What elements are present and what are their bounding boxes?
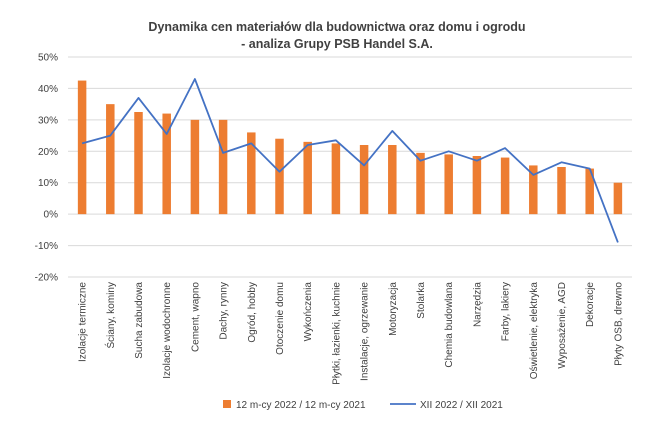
- y-tick-label: 50%: [38, 53, 58, 64]
- bar: [359, 145, 369, 215]
- line-path: [81, 78, 619, 243]
- x-tick-label: Płyty OSB, drewno: [613, 282, 624, 366]
- bar: [134, 112, 143, 215]
- x-tick-label: Narzędzia: [472, 282, 483, 327]
- y-tick-label: -20%: [35, 273, 58, 284]
- bar: [388, 145, 397, 215]
- x-tick-label: Izolacje wodochronne: [162, 282, 173, 379]
- bar: [613, 182, 623, 215]
- bar: [218, 119, 228, 215]
- x-tick-label: Płytki, łazienki, kuchnie: [331, 282, 342, 385]
- bar: [77, 80, 87, 215]
- x-tick-label: Dachy, rynny: [219, 282, 230, 340]
- bar: [190, 119, 200, 215]
- x-tick-label: Chemia budowlana: [444, 282, 455, 368]
- x-tick-label: Sucha zabudowa: [134, 282, 145, 359]
- bar: [529, 165, 538, 215]
- x-axis-ticks: Izolacje termiczne Ściany, kominy Sucha za…: [78, 282, 625, 385]
- x-tick-label: Motoryzacja: [388, 282, 399, 336]
- y-tick-label: 10%: [38, 178, 58, 189]
- bar: [416, 152, 425, 215]
- x-tick-label: Cement, wapno: [190, 282, 201, 352]
- x-tick-label: Stolarka: [416, 282, 427, 319]
- bar: [585, 168, 594, 215]
- y-tick-label: 20%: [38, 147, 58, 158]
- x-tick-label: Instalacje, ogrzewanie: [360, 282, 371, 381]
- bar: [303, 141, 312, 215]
- legend-label-line: XII 2022 / XII 2021: [420, 400, 503, 411]
- bar: [247, 132, 256, 215]
- x-tick-label: Izolacje termiczne: [78, 282, 89, 362]
- y-tick-label: 0%: [44, 210, 59, 221]
- line-series: [81, 78, 619, 243]
- bar: [106, 104, 115, 215]
- chart-subtitle: - analiza Grupy PSB Handel S.A.: [241, 37, 433, 51]
- y-tick-label: 40%: [38, 84, 58, 95]
- legend-swatch-bar: [223, 400, 231, 408]
- x-tick-label: Farby, lakiery: [501, 282, 512, 341]
- x-tick-label: Oświetlenie, elektryka: [529, 282, 540, 380]
- bar: [275, 138, 284, 215]
- x-tick-label: Wykończenia: [303, 282, 314, 342]
- y-axis-ticks: -20% -10% 0% 10% 20% 30% 40% 50%: [35, 53, 58, 284]
- y-tick-label: 30%: [38, 115, 58, 126]
- bar: [557, 167, 566, 215]
- bar: [472, 156, 482, 215]
- x-tick-label: Otoczenie domu: [275, 282, 286, 355]
- x-tick-label: Wyposażenie, AGD: [557, 282, 568, 369]
- x-tick-label: Ogród, hobby: [247, 282, 258, 343]
- y-tick-label: -10%: [35, 241, 58, 252]
- x-tick-label: Dekoracje: [585, 282, 596, 327]
- bar: [500, 157, 510, 215]
- legend: 12 m-cy 2022 / 12 m-cy 2021 XII 2022 / X…: [223, 400, 503, 411]
- bar: [331, 143, 341, 215]
- legend-label-bar: 12 m-cy 2022 / 12 m-cy 2021: [236, 400, 366, 411]
- x-tick-label: Ściany, kominy: [104, 282, 117, 349]
- chart-title: Dynamika cen materiałów dla budownictwa …: [148, 20, 525, 34]
- bar: [444, 154, 453, 215]
- bar: [162, 113, 171, 215]
- bar-series: [77, 80, 623, 215]
- gridlines: [68, 56, 632, 278]
